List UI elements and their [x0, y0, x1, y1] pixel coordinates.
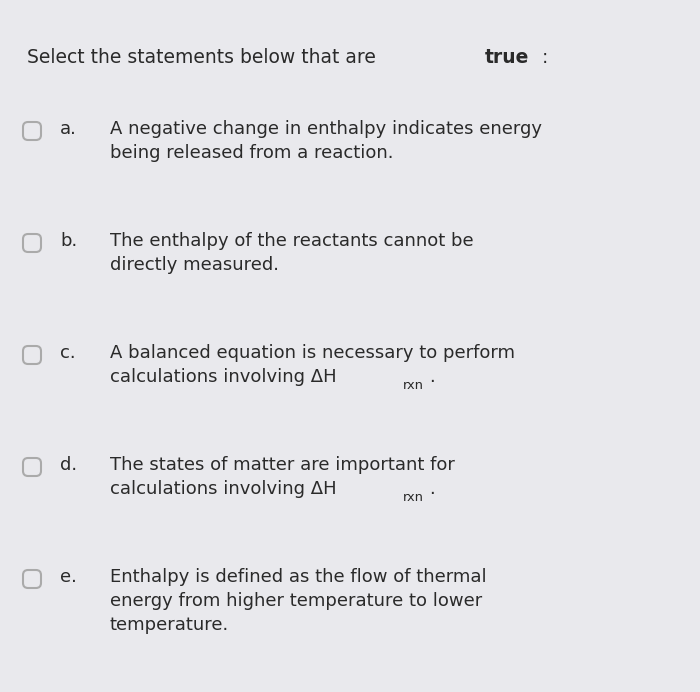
Text: directly measured.: directly measured.	[110, 256, 279, 274]
FancyBboxPatch shape	[23, 122, 41, 140]
Text: being released from a reaction.: being released from a reaction.	[110, 144, 393, 162]
Text: .: .	[430, 480, 435, 498]
Text: true: true	[485, 48, 529, 67]
Text: temperature.: temperature.	[110, 616, 230, 634]
Text: b.: b.	[60, 232, 77, 250]
Text: e.: e.	[60, 568, 77, 586]
Text: a.: a.	[60, 120, 77, 138]
Text: d.: d.	[60, 456, 77, 474]
Text: .: .	[430, 368, 435, 386]
Text: energy from higher temperature to lower: energy from higher temperature to lower	[110, 592, 482, 610]
Text: The states of matter are important for: The states of matter are important for	[110, 456, 455, 474]
FancyBboxPatch shape	[23, 458, 41, 476]
Text: rxn: rxn	[402, 491, 423, 504]
Text: rxn: rxn	[402, 379, 423, 392]
Text: c.: c.	[60, 344, 76, 362]
Text: The enthalpy of the reactants cannot be: The enthalpy of the reactants cannot be	[110, 232, 474, 250]
Text: A negative change in enthalpy indicates energy: A negative change in enthalpy indicates …	[110, 120, 542, 138]
Text: Enthalpy is defined as the flow of thermal: Enthalpy is defined as the flow of therm…	[110, 568, 486, 586]
Text: calculations involving ΔH: calculations involving ΔH	[110, 480, 337, 498]
Text: :: :	[542, 48, 549, 67]
Text: A balanced equation is necessary to perform: A balanced equation is necessary to perf…	[110, 344, 515, 362]
FancyBboxPatch shape	[23, 570, 41, 588]
FancyBboxPatch shape	[23, 346, 41, 364]
FancyBboxPatch shape	[23, 234, 41, 252]
Text: Select the statements below that are: Select the statements below that are	[27, 48, 382, 67]
Text: calculations involving ΔH: calculations involving ΔH	[110, 368, 337, 386]
